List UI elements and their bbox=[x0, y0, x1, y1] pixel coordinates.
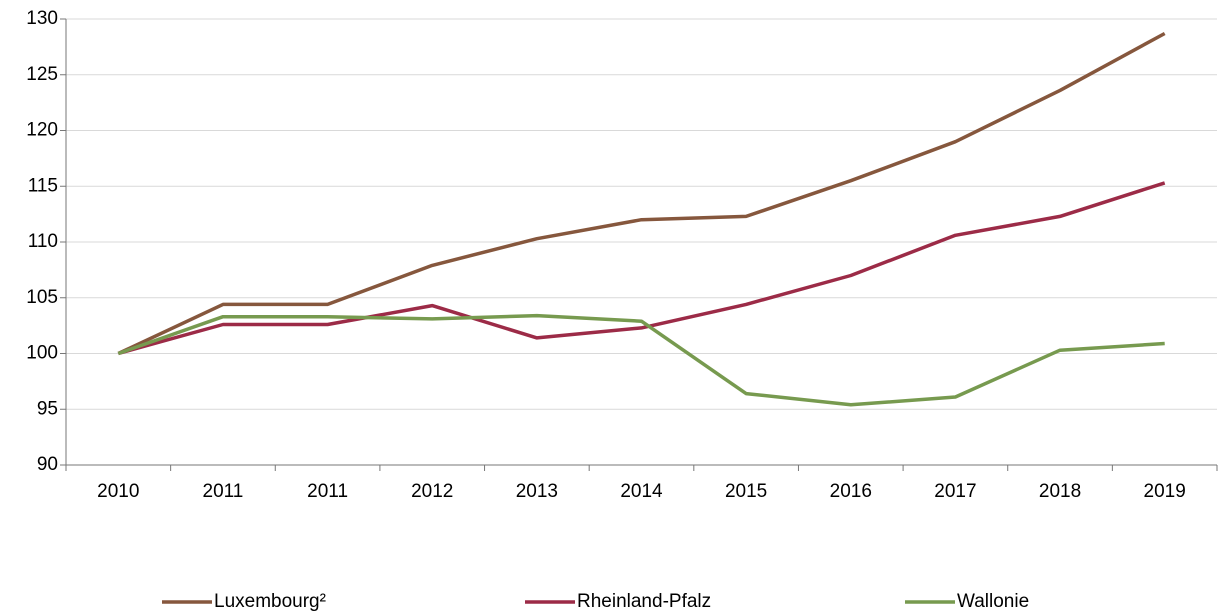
x-tick-label: 2013 bbox=[516, 481, 558, 502]
y-tick-label: 100 bbox=[26, 343, 58, 364]
legend-label: Luxembourg² bbox=[214, 591, 326, 612]
y-tick-label: 95 bbox=[37, 398, 58, 419]
x-tick-label: 2017 bbox=[934, 481, 976, 502]
legend-label: Wallonie bbox=[957, 591, 1029, 612]
x-tick-label: 2019 bbox=[1144, 481, 1186, 502]
series-line bbox=[117, 313, 1165, 407]
x-tick-label: 2016 bbox=[830, 481, 872, 502]
y-tick-label: 120 bbox=[26, 120, 58, 141]
series-line bbox=[117, 31, 1166, 356]
x-tick-label: 2015 bbox=[725, 481, 767, 502]
x-tick-label: 2011 bbox=[307, 481, 348, 502]
y-tick-label: 125 bbox=[26, 64, 58, 85]
x-tick-label: 2010 bbox=[97, 481, 139, 502]
y-tick-label: 90 bbox=[37, 454, 58, 475]
series-line bbox=[117, 181, 1166, 356]
y-tick-label: 115 bbox=[28, 175, 58, 196]
x-tick-label: 2012 bbox=[411, 481, 453, 502]
legend-label: Rheinland-Pfalz bbox=[577, 591, 711, 612]
x-tick-label: 2014 bbox=[620, 481, 663, 502]
y-tick-label: 130 bbox=[26, 8, 58, 29]
y-tick-label: 105 bbox=[26, 287, 58, 308]
x-tick-label: 2018 bbox=[1039, 481, 1081, 502]
x-tick-label: 2011 bbox=[203, 481, 244, 502]
y-tick-label: 110 bbox=[28, 231, 58, 252]
